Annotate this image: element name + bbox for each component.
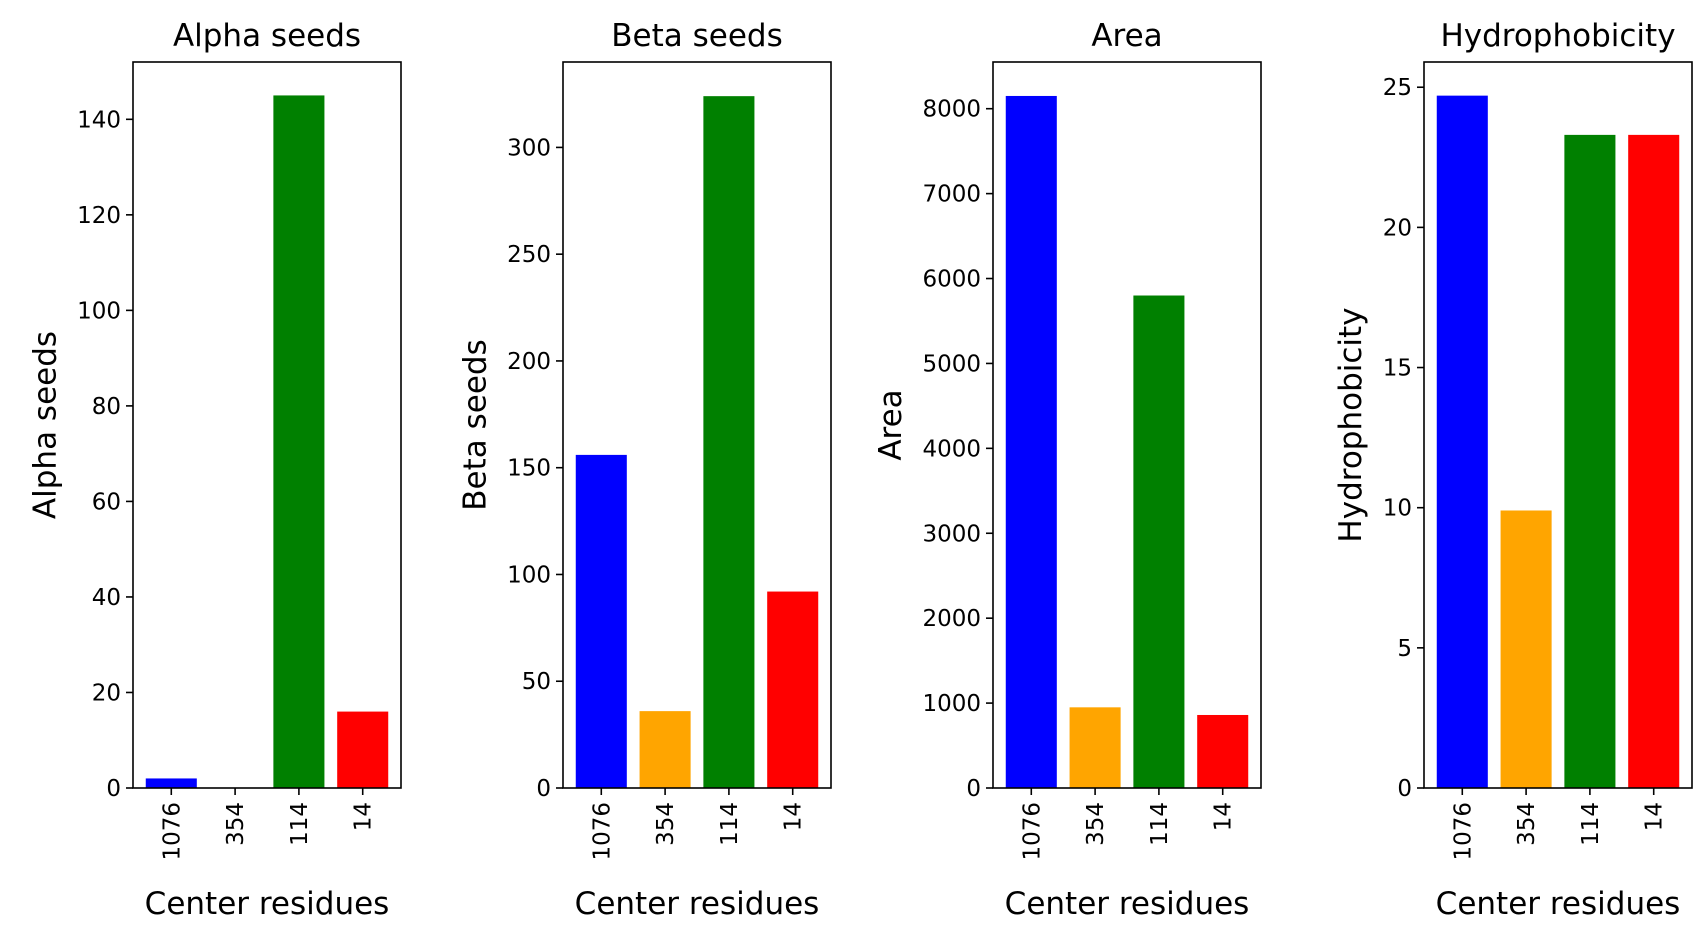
y-tick-label: 2000 — [922, 606, 981, 632]
x-tick-label: 114 — [1147, 802, 1173, 846]
y-tick-label: 1000 — [922, 691, 981, 717]
bar-114 — [703, 96, 755, 788]
x-tick-label: 1076 — [1019, 802, 1045, 861]
x-tick-label: 14 — [1211, 802, 1237, 831]
x-tick-label: 1076 — [589, 802, 615, 861]
bar-1076 — [575, 454, 627, 788]
y-axis-label: Hydrophobicity — [1333, 307, 1369, 542]
y-tick-label: 120 — [77, 203, 121, 229]
x-tick-label: 114 — [717, 802, 743, 846]
y-tick-label: 60 — [92, 489, 121, 515]
y-tick-label: 0 — [536, 776, 551, 802]
x-tick-label: 14 — [351, 802, 377, 831]
y-tick-label: 20 — [1383, 215, 1412, 241]
bar-14 — [1628, 134, 1680, 788]
bar-14 — [767, 591, 819, 788]
chart-title: Area — [1091, 18, 1162, 54]
plot-frame — [562, 61, 832, 789]
y-tick-label: 0 — [106, 776, 121, 802]
bar-354 — [1069, 707, 1121, 788]
plot-frame — [992, 61, 1262, 789]
y-tick-label: 7000 — [922, 182, 981, 208]
x-axis-label: Center residues — [1436, 886, 1681, 922]
plot-frame — [132, 61, 402, 789]
y-tick-label: 80 — [92, 394, 121, 420]
x-tick-label: 114 — [1578, 802, 1604, 846]
chart-panel-3: 1076 354 114 14 0 1000 2000 3000 4000 5000 6000 700… — [873, 18, 1262, 922]
x-axis-label: Center residues — [575, 886, 820, 922]
y-tick-label: 300 — [507, 135, 551, 161]
x-axis-label: Center residues — [145, 886, 390, 922]
bar-14 — [1197, 714, 1249, 788]
x-tick-label: 354 — [653, 802, 679, 846]
y-tick-label: 15 — [1383, 356, 1412, 382]
bar-14 — [337, 711, 389, 788]
y-tick-label: 50 — [522, 669, 551, 695]
y-axis-label: Area — [873, 389, 909, 460]
x-tick-label: 354 — [223, 802, 249, 846]
y-tick-label: 6000 — [922, 267, 981, 293]
x-tick-label: 114 — [287, 802, 313, 846]
y-tick-label: 140 — [77, 107, 121, 133]
x-tick-label: 1076 — [1450, 802, 1476, 861]
x-tick-label: 354 — [1514, 802, 1540, 846]
chart-panel-4: 1076 354 114 14 0 5 10 15 20 25 Hydrophobicity Cent… — [1333, 18, 1693, 922]
bar-354 — [1500, 510, 1552, 788]
y-tick-label: 100 — [77, 298, 121, 324]
bar-1076 — [1436, 95, 1488, 788]
bar-1076 — [145, 778, 197, 788]
y-tick-label: 40 — [92, 585, 121, 611]
x-tick-label: 1076 — [159, 802, 185, 861]
y-tick-label: 4000 — [922, 436, 981, 462]
chart-panel-2: 1076 354 114 14 0 50 100 150 200 250 300 Beta seeds… — [458, 18, 832, 922]
plot-frame — [1423, 61, 1693, 789]
y-axis-label: Beta seeds — [458, 339, 494, 510]
y-tick-label: 20 — [92, 680, 121, 706]
bar-114 — [1133, 295, 1185, 788]
chart-title: Beta seeds — [611, 18, 782, 54]
y-tick-label: 5000 — [922, 351, 981, 377]
y-tick-label: 200 — [507, 349, 551, 375]
bar-1076 — [1005, 95, 1057, 788]
chart-title: Hydrophobicity — [1440, 18, 1675, 54]
x-tick-label: 354 — [1083, 802, 1109, 846]
x-axis-label: Center residues — [1005, 886, 1250, 922]
y-tick-label: 10 — [1383, 496, 1412, 522]
y-tick-label: 250 — [507, 242, 551, 268]
bar-114 — [273, 95, 325, 789]
chart-title: Alpha seeds — [173, 18, 361, 54]
y-tick-label: 100 — [507, 562, 551, 588]
y-tick-label: 0 — [1397, 776, 1412, 802]
x-tick-label: 14 — [781, 802, 807, 831]
bar-114 — [1564, 134, 1616, 788]
y-tick-label: 5 — [1397, 636, 1412, 662]
y-tick-label: 3000 — [922, 521, 981, 547]
y-axis-label: Alpha seeds — [28, 331, 64, 519]
bar-354 — [639, 711, 691, 788]
y-tick-label: 0 — [966, 776, 981, 802]
x-tick-label: 14 — [1642, 802, 1668, 831]
y-tick-label: 8000 — [922, 97, 981, 123]
y-tick-label: 25 — [1383, 75, 1412, 101]
y-tick-label: 150 — [507, 456, 551, 482]
